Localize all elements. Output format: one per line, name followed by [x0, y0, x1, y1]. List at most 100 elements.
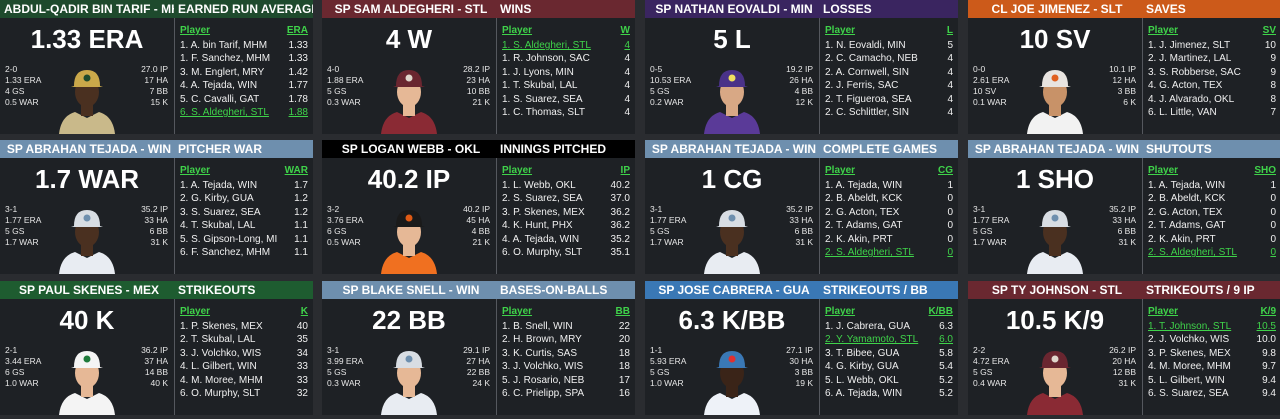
leader-name[interactable]: 4. G. Acton, TEX: [1148, 80, 1223, 92]
leader-row[interactable]: 1. S. Aldegheri, STL 4: [502, 39, 630, 52]
leader-row[interactable]: 1. A. Tejada, WIN 1.7: [180, 179, 308, 192]
player-name-header[interactable]: SP SAM ALDEGHERI - STL: [334, 2, 488, 16]
player-photo-icon[interactable]: [702, 60, 762, 134]
leader-row[interactable]: 2. C. Camacho, NEB 4: [825, 52, 953, 65]
leader-row[interactable]: 2. T. Skubal, LAL 35: [180, 333, 308, 346]
leader-row[interactable]: 4. A. Tejada, WIN 35.2: [502, 233, 630, 246]
leader-row[interactable]: 4. T. Skubal, LAL 1.1: [180, 219, 308, 232]
leader-name[interactable]: 1. A. bin Tarif, MHM: [180, 40, 268, 51]
leader-card[interactable]: SP ABRAHAN TEJADA - WIN SHUTOUTS 1 SHO 3…: [968, 140, 1280, 274]
stat-column-header[interactable]: ERA: [286, 25, 308, 36]
leader-row[interactable]: 3. J. Volchko, WIS 34: [180, 347, 308, 360]
player-column-header[interactable]: Player: [180, 306, 211, 317]
stat-column-header[interactable]: L: [946, 25, 953, 36]
leader-name[interactable]: 1. J. Lyons, MIN: [502, 66, 574, 78]
player-column-header[interactable]: Player: [502, 25, 533, 36]
leader-name[interactable]: 2. G. Kirby, GUA: [180, 193, 254, 205]
player-column-header[interactable]: Player: [502, 306, 533, 317]
leader-row[interactable]: 2. T. Figueroa, SEA 4: [825, 93, 953, 106]
leader-name[interactable]: 4. T. Skubal, LAL: [180, 220, 256, 232]
leader-row[interactable]: 2. T. Adams, GAT 0: [1148, 219, 1276, 232]
leader-card[interactable]: SP TY JOHNSON - STL STRIKEOUTS / 9 IP 10…: [968, 281, 1280, 415]
leader-row[interactable]: 1. N. Eovaldi, MIN 5: [825, 39, 953, 52]
leader-row[interactable]: 2. S. Aldegheri, STL 0: [825, 246, 953, 259]
leader-card[interactable]: SP JOSE CABRERA - GUA STRIKEOUTS / BB 6.…: [645, 281, 958, 415]
player-name-header[interactable]: SP PAUL SKENES - MEX: [18, 283, 160, 297]
leader-name[interactable]: 3. J. Volchko, WIS: [502, 361, 584, 373]
leader-row[interactable]: 3. S. Robberse, SAC 9: [1148, 66, 1276, 79]
leader-name[interactable]: 2. A. Cornwell, SIN: [825, 66, 909, 78]
leader-row[interactable]: 6. S. Aldegheri, STL 1.88: [180, 106, 308, 119]
leader-name[interactable]: 1. N. Eovaldi, MIN: [825, 40, 906, 51]
leader-name[interactable]: 2. T. Figueroa, SEA: [825, 93, 912, 105]
leader-name[interactable]: 4. A. Tejada, WIN: [502, 233, 580, 245]
leader-name[interactable]: 5. L. Gilbert, WIN: [1148, 374, 1225, 386]
player-column-header[interactable]: Player: [1148, 165, 1179, 176]
leader-row[interactable]: 2. S. Aldegheri, STL 0: [1148, 246, 1276, 259]
stat-column-header[interactable]: K/9: [1260, 306, 1276, 317]
leader-row[interactable]: 6. O. Murphy, SLT 32: [180, 387, 308, 400]
leader-row[interactable]: 2. B. Abeldt, KCK 0: [825, 192, 953, 205]
leader-row[interactable]: 1. P. Skenes, MEX 40: [180, 320, 308, 333]
player-column-header[interactable]: Player: [1148, 306, 1179, 317]
player-photo-icon[interactable]: [379, 60, 439, 134]
leader-row[interactable]: 1. T. Skubal, LAL 4: [502, 79, 630, 92]
leader-row[interactable]: 1. F. Sanchez, MHM 1.33: [180, 52, 308, 65]
leader-row[interactable]: 1. R. Johnson, SAC 4: [502, 52, 630, 65]
leader-row[interactable]: 4. L. Gilbert, WIN 33: [180, 360, 308, 373]
player-name-header[interactable]: SP ABRAHAN TEJADA - WIN: [6, 142, 172, 156]
player-name-header[interactable]: SP NATHAN EOVALDI - MIN: [655, 2, 813, 16]
leader-name[interactable]: 6. L. Little, VAN: [1148, 106, 1217, 118]
stat-column-header[interactable]: W: [620, 25, 630, 36]
player-name-header[interactable]: SP BLAKE SNELL - WIN: [342, 283, 480, 297]
leader-name[interactable]: 1. J. Cabrera, GUA: [825, 321, 911, 332]
player-photo-icon[interactable]: [1025, 341, 1085, 415]
leader-row[interactable]: 2. H. Brown, MRY 20: [502, 333, 630, 346]
stat-column-header[interactable]: BB: [615, 306, 630, 317]
leader-row[interactable]: 1. J. Jimenez, SLT 10: [1148, 39, 1276, 52]
leader-name[interactable]: 3. S. Robberse, SAC: [1148, 66, 1241, 78]
player-photo-icon[interactable]: [1025, 200, 1085, 274]
leader-name[interactable]: 2. K. Akin, PRT: [1148, 233, 1216, 245]
leader-row[interactable]: 1. T. Johnson, STL 10.5: [1148, 320, 1276, 333]
player-name-header[interactable]: SP JOSE CABRERA - GUA: [658, 283, 810, 297]
leader-name[interactable]: 3. T. Bibee, GUA: [825, 347, 900, 359]
leader-name[interactable]: 6. S. Aldegheri, STL: [180, 106, 269, 118]
player-photo-icon[interactable]: [379, 341, 439, 415]
leader-row[interactable]: 1. J. Cabrera, GUA 6.3: [825, 320, 953, 333]
stat-column-header[interactable]: CG: [938, 165, 953, 176]
leader-row[interactable]: 2. S. Suarez, SEA 37.0: [502, 192, 630, 205]
leader-row[interactable]: 1. A. Tejada, WIN 1: [1148, 179, 1276, 192]
player-photo-icon[interactable]: [57, 60, 117, 134]
leader-row[interactable]: 1. S. Suarez, SEA 4: [502, 93, 630, 106]
leader-card[interactable]: SP ABRAHAN TEJADA - WIN COMPLETE GAMES 1…: [645, 140, 958, 274]
leader-name[interactable]: 5. J. Rosario, NEB: [502, 374, 585, 386]
leader-name[interactable]: 3. M. Englert, MRY: [180, 66, 265, 78]
player-column-header[interactable]: Player: [825, 165, 856, 176]
leader-name[interactable]: 3. J. Volchko, WIS: [180, 347, 262, 359]
player-photo-icon[interactable]: [57, 200, 117, 274]
leader-name[interactable]: 2. K. Akin, PRT: [825, 233, 893, 245]
leader-name[interactable]: 3. P. Skenes, MEX: [1148, 347, 1231, 359]
leader-name[interactable]: 2. J. Ferris, SAC: [825, 80, 899, 92]
leader-row[interactable]: 5. S. Gipson-Long, MIN 1.1: [180, 233, 308, 246]
player-column-header[interactable]: Player: [1148, 25, 1179, 36]
leader-name[interactable]: 6. C. Prielipp, SPA: [502, 387, 585, 399]
leader-name[interactable]: 1. P. Skenes, MEX: [180, 321, 263, 332]
leader-name[interactable]: 1. L. Webb, OKL: [502, 180, 576, 191]
leader-row[interactable]: 2. K. Akin, PRT 0: [1148, 233, 1276, 246]
leader-card[interactable]: SP ABRAHAN TEJADA - WIN PITCHER WAR 1.7 …: [0, 140, 313, 274]
leader-name[interactable]: 5. S. Gipson-Long, MIN: [180, 233, 278, 245]
leader-row[interactable]: 1. J. Lyons, MIN 4: [502, 66, 630, 79]
leader-name[interactable]: 2. T. Adams, GAT: [825, 220, 903, 232]
leader-name[interactable]: 3. S. Suarez, SEA: [180, 206, 261, 218]
player-photo-icon[interactable]: [57, 341, 117, 415]
leader-row[interactable]: 3. M. Englert, MRY 1.42: [180, 66, 308, 79]
leader-row[interactable]: 2. B. Abeldt, KCK 0: [1148, 192, 1276, 205]
player-photo-icon[interactable]: [702, 200, 762, 274]
leader-name[interactable]: 4. A. Tejada, WIN: [180, 80, 258, 92]
leader-name[interactable]: 4. J. Alvarado, OKL: [1148, 93, 1235, 105]
leader-name[interactable]: 1. A. Tejada, WIN: [1148, 180, 1226, 191]
leader-name[interactable]: 4. G. Kirby, GUA: [825, 361, 899, 373]
leader-name[interactable]: 2. T. Adams, GAT: [1148, 220, 1226, 232]
